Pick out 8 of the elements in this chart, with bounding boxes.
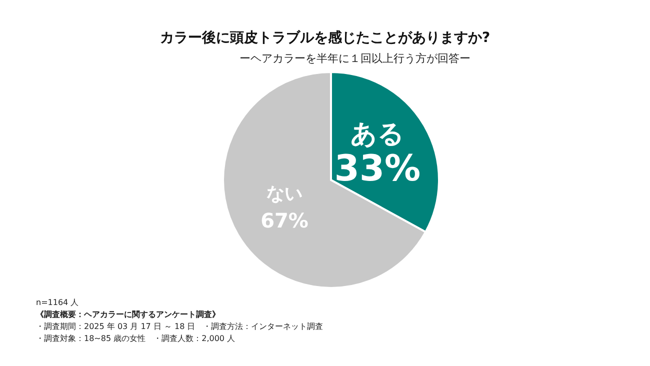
text: 《調査概要：ヘアカラーに関するアンケート調査》 bbox=[36, 310, 220, 319]
text: ・調査期間：2025 年 03 月 17 日 ～ 18 日 ・調査方法：インターネット調査 bbox=[36, 322, 324, 331]
chart-subtitle: ーヘアカラーを半年に１回以上行う方が回答ー bbox=[240, 52, 470, 65]
text: ・調査対象：18~85 歳の女性 ・調査人数：2,000 人 bbox=[36, 334, 236, 343]
text: n=1164 人 bbox=[36, 298, 79, 307]
data-label: 33% bbox=[334, 148, 421, 190]
chart-title: カラー後に頭皮トラブルを感じたことがありますか? bbox=[160, 29, 490, 46]
slice-label: ある bbox=[350, 120, 404, 150]
